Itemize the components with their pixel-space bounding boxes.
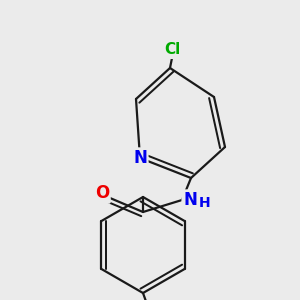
Text: O: O [95,184,109,202]
Text: N: N [133,149,147,167]
Text: N: N [183,191,197,209]
Text: H: H [199,196,211,210]
Text: Cl: Cl [164,43,180,58]
